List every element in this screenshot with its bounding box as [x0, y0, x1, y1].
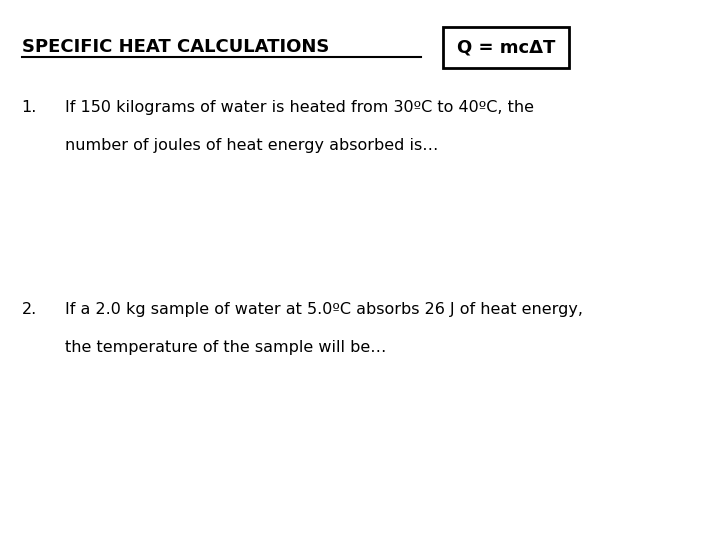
FancyBboxPatch shape — [443, 27, 569, 68]
Text: number of joules of heat energy absorbed is…: number of joules of heat energy absorbed… — [65, 138, 438, 153]
Text: SPECIFIC HEAT CALCULATIONS: SPECIFIC HEAT CALCULATIONS — [22, 38, 329, 56]
Text: If 150 kilograms of water is heated from 30ºC to 40ºC, the: If 150 kilograms of water is heated from… — [65, 100, 534, 115]
Text: 1.: 1. — [22, 100, 37, 115]
Text: the temperature of the sample will be…: the temperature of the sample will be… — [65, 340, 386, 355]
Text: 2.: 2. — [22, 302, 37, 318]
Text: If a 2.0 kg sample of water at 5.0ºC absorbs 26 J of heat energy,: If a 2.0 kg sample of water at 5.0ºC abs… — [65, 302, 582, 318]
Text: Q = mcΔT: Q = mcΔT — [456, 38, 555, 56]
